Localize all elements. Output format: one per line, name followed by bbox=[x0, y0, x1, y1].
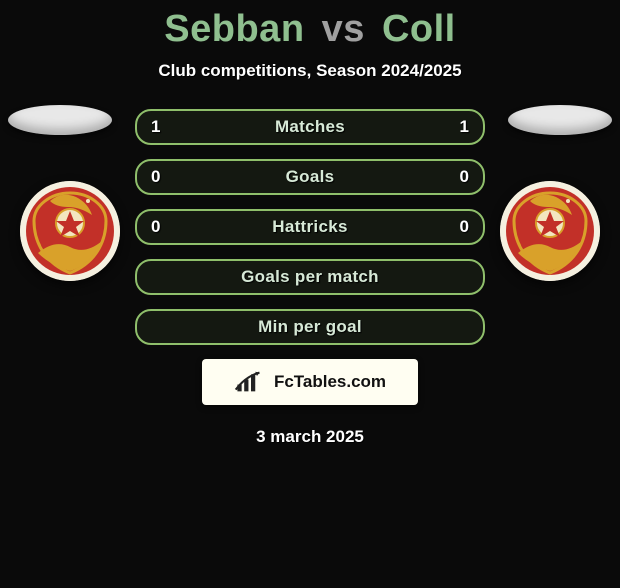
stat-row-goals-per-match: Goals per match bbox=[135, 259, 485, 295]
player1-club-badge bbox=[20, 181, 120, 281]
source-logo: FcTables.com bbox=[202, 359, 418, 405]
infographic-date: 3 march 2025 bbox=[0, 427, 620, 447]
bar-chart-icon bbox=[234, 369, 268, 395]
stat-label: Min per goal bbox=[258, 317, 362, 337]
stat-label: Goals per match bbox=[241, 267, 379, 287]
stat-row-min-per-goal: Min per goal bbox=[135, 309, 485, 345]
page-title: Sebban vs Coll bbox=[0, 8, 620, 51]
stat-row-goals: 0 Goals 0 bbox=[135, 159, 485, 195]
comparison-arena: 1 Matches 1 0 Goals 0 0 Hattricks 0 Goal… bbox=[0, 109, 620, 447]
player2-name: Coll bbox=[382, 8, 456, 50]
stat-value-right: 0 bbox=[460, 217, 469, 237]
club-crest-icon bbox=[500, 181, 600, 281]
stat-value-right: 1 bbox=[460, 117, 469, 137]
stat-value-left: 0 bbox=[151, 167, 160, 187]
source-logo-text: FcTables.com bbox=[274, 372, 386, 392]
player2-club-badge bbox=[500, 181, 600, 281]
stat-label: Goals bbox=[286, 167, 335, 187]
stat-rows: 1 Matches 1 0 Goals 0 0 Hattricks 0 Goal… bbox=[135, 109, 485, 345]
subtitle: Club competitions, Season 2024/2025 bbox=[0, 61, 620, 81]
stat-label: Hattricks bbox=[272, 217, 347, 237]
player2-head-silhouette bbox=[508, 105, 612, 135]
stat-row-hattricks: 0 Hattricks 0 bbox=[135, 209, 485, 245]
club-crest-icon bbox=[20, 181, 120, 281]
vs-text: vs bbox=[322, 8, 365, 50]
stat-value-right: 0 bbox=[460, 167, 469, 187]
player1-head-silhouette bbox=[8, 105, 112, 135]
stat-value-left: 0 bbox=[151, 217, 160, 237]
stat-row-matches: 1 Matches 1 bbox=[135, 109, 485, 145]
stat-value-left: 1 bbox=[151, 117, 160, 137]
player1-name: Sebban bbox=[164, 8, 304, 50]
stat-label: Matches bbox=[275, 117, 345, 137]
